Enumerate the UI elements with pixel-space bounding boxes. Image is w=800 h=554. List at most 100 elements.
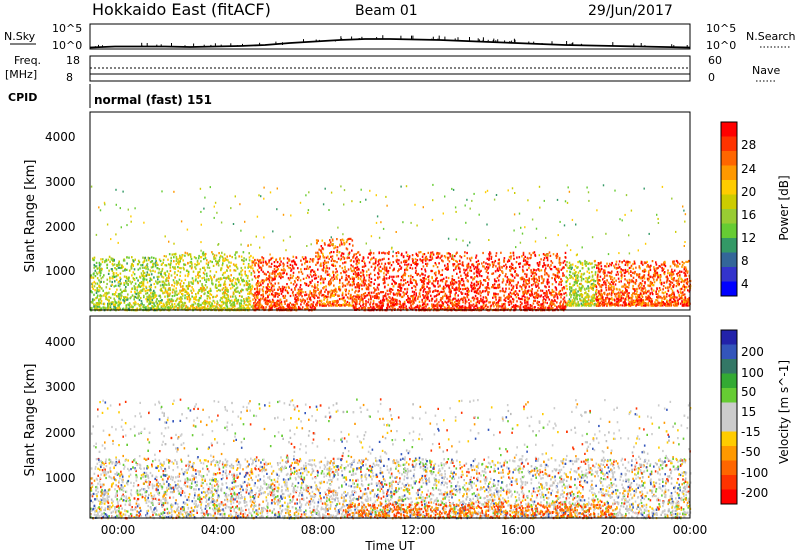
power-point <box>209 292 211 295</box>
power-point <box>290 281 292 284</box>
power-point <box>562 305 564 308</box>
power-point <box>282 295 284 298</box>
power-point <box>224 289 226 292</box>
power-point <box>192 270 195 273</box>
power-point <box>314 274 317 277</box>
power-point <box>238 255 240 258</box>
power-point <box>199 280 201 283</box>
power-point <box>534 296 536 300</box>
power-point <box>441 269 444 272</box>
power-point <box>542 253 545 256</box>
power-point <box>172 288 175 291</box>
power-point <box>92 298 94 301</box>
power-point <box>554 277 556 280</box>
power-point <box>177 258 179 261</box>
power-point <box>235 290 237 293</box>
power-point <box>183 268 185 271</box>
power-point <box>124 289 126 292</box>
power-point <box>240 255 243 258</box>
power-point <box>294 262 296 266</box>
power-point <box>395 282 397 285</box>
power-point <box>221 297 223 300</box>
power-point <box>322 264 325 267</box>
power-point <box>353 281 355 284</box>
power-point <box>262 295 265 298</box>
power-point <box>256 258 259 261</box>
power-point <box>511 266 514 269</box>
power-point <box>372 295 374 298</box>
power-point <box>509 265 511 268</box>
power-point <box>248 252 250 255</box>
power-point <box>532 283 535 286</box>
power-point <box>504 307 506 310</box>
power-point <box>103 306 106 309</box>
power-point <box>555 288 558 291</box>
power-point <box>180 267 182 270</box>
power-point <box>324 261 326 265</box>
power-point <box>117 300 120 303</box>
power-point <box>106 263 109 266</box>
power-point <box>325 296 328 299</box>
power-point <box>362 300 364 303</box>
power-point <box>422 265 425 268</box>
power-point <box>117 273 119 277</box>
power-point <box>273 264 276 268</box>
power-point <box>147 304 149 307</box>
power-point <box>333 259 335 263</box>
power-point <box>170 256 172 259</box>
power-point <box>467 288 470 291</box>
power-point <box>470 269 473 272</box>
power-point <box>176 293 178 296</box>
power-point <box>322 287 325 290</box>
power-point <box>241 280 244 283</box>
power-point <box>480 269 482 272</box>
power-point <box>414 266 417 270</box>
power-point <box>412 298 414 301</box>
power-point <box>488 278 490 281</box>
power-point <box>164 307 167 310</box>
power-point <box>497 284 499 287</box>
power-point <box>263 272 266 275</box>
power-point <box>231 280 233 283</box>
power-point <box>546 283 549 286</box>
power-point <box>119 301 121 304</box>
power-point <box>451 286 454 289</box>
power-point <box>316 262 319 265</box>
power-point <box>180 306 182 309</box>
power-point <box>416 297 419 300</box>
power-point <box>515 261 518 264</box>
power-point <box>443 290 445 293</box>
power-point <box>320 291 322 294</box>
power-point <box>563 296 566 299</box>
power-point <box>244 300 246 303</box>
power-point <box>363 260 365 263</box>
power-point <box>145 292 147 295</box>
power-point <box>404 288 406 291</box>
power-point <box>126 268 128 271</box>
power-point <box>530 269 532 272</box>
power-point <box>425 303 427 306</box>
power-point <box>457 301 460 304</box>
power-point <box>349 295 352 298</box>
power-point <box>173 285 175 288</box>
power-point <box>473 285 476 288</box>
power-point <box>484 279 487 282</box>
power-point <box>336 238 338 241</box>
power-point <box>383 272 385 275</box>
power-point <box>116 295 119 298</box>
power-point <box>360 271 362 274</box>
power-point <box>119 263 121 266</box>
power-point <box>456 299 459 302</box>
power-point <box>307 307 309 310</box>
power-point <box>316 284 319 287</box>
power-point <box>542 279 545 282</box>
power-point <box>256 287 258 290</box>
power-point <box>403 292 406 295</box>
power-point <box>442 304 444 307</box>
power-point <box>433 272 436 275</box>
power-point <box>422 273 424 276</box>
power-point <box>424 303 426 306</box>
power-point <box>361 306 363 309</box>
power-point <box>100 295 103 298</box>
power-point <box>178 263 180 266</box>
